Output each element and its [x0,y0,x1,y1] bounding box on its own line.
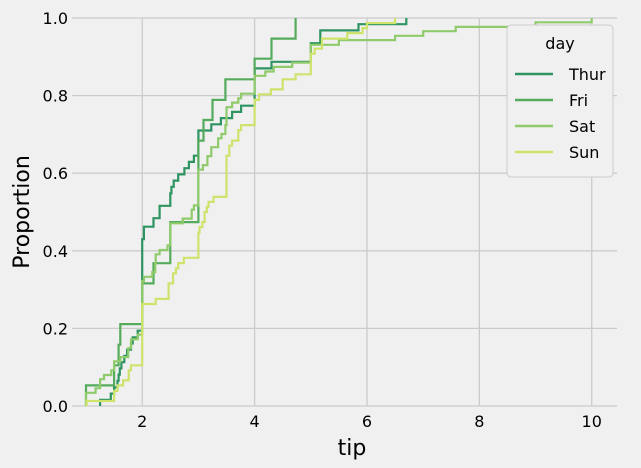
series-layer [84,18,593,406]
tick-labels: 2 4 6 8 10 0.0 0.2 0.4 0.6 0.8 1.0 [43,9,602,431]
y-tick-label: 0.0 [43,397,68,416]
y-tick-label: 1.0 [43,9,68,28]
y-axis-label: Proportion [10,155,35,269]
x-axis-label: tip [338,436,367,461]
legend-label-sat: Sat [569,117,595,136]
y-tick-label: 0.8 [43,87,68,106]
y-tick-label: 0.6 [43,164,68,183]
x-tick-label: 6 [362,412,372,431]
series-line-fri [84,18,297,406]
y-tick-label: 0.2 [43,319,68,338]
y-tick-label: 0.4 [43,242,68,261]
series-line-sun [85,18,397,406]
x-tick-label: 2 [137,412,147,431]
legend-label-fri: Fri [569,91,588,110]
x-tick-label: 10 [582,412,602,431]
legend-label-thur: Thur [568,65,606,84]
legend: day Thur Fri Sat Sun [506,24,614,178]
legend-label-sun: Sun [569,143,599,162]
legend-title: day [545,34,574,53]
series-line-sat [84,18,593,406]
x-tick-label: 4 [250,412,260,431]
x-tick-label: 8 [474,412,484,431]
legend-frame [506,24,614,178]
series-line-thur [99,18,408,406]
